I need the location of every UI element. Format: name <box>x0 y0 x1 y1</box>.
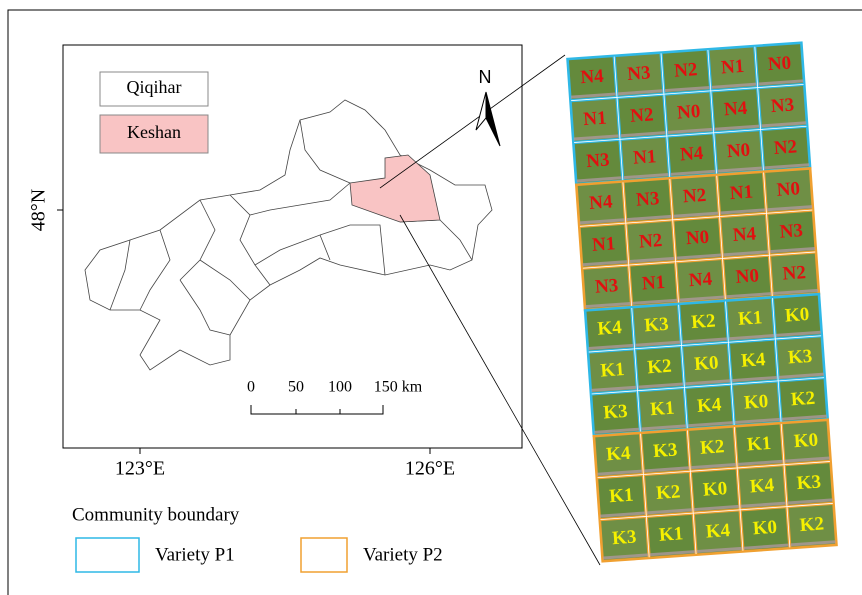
plot-label: N4 <box>723 98 748 121</box>
plot-image: N4 N3 N2 N1 N0 N1 N2 N0 N4 N3 N3 N1 N4 N0 N2 N4 N3 N2 N1 N0… <box>567 42 837 561</box>
plot-label: N2 <box>638 230 663 253</box>
plot-label: K1 <box>608 485 634 508</box>
plot-label: N3 <box>635 188 660 211</box>
plot-label: K2 <box>691 310 717 333</box>
plot-label: N1 <box>641 272 666 295</box>
plot-label: N1 <box>729 182 754 205</box>
plot-label: K4 <box>597 317 623 340</box>
plot-label: N4 <box>688 269 713 292</box>
plot-label: K3 <box>603 401 629 424</box>
plot-label: K4 <box>696 394 722 417</box>
legend-label: Variety P1 <box>155 544 235 565</box>
plot-label: K3 <box>796 472 822 495</box>
north-label: N <box>479 67 492 87</box>
figure: Qiqihar Keshan N 0 50 100 150 km 48°N 12… <box>0 0 862 595</box>
plot-label: K3 <box>611 527 637 550</box>
plot-label: K1 <box>658 523 684 546</box>
plot-label: N1 <box>632 146 657 169</box>
plot-label: K0 <box>752 517 778 540</box>
plot-label: K1 <box>737 307 763 330</box>
plot-label: N3 <box>779 220 804 243</box>
plot-label: N2 <box>773 136 798 159</box>
plot-label: N0 <box>676 101 701 124</box>
boundary-title: Community boundary <box>72 504 240 525</box>
plot-label: K2 <box>655 481 681 504</box>
plot-label: K0 <box>743 391 769 414</box>
plot-label: N2 <box>673 59 698 82</box>
plot-label: K0 <box>793 430 819 453</box>
plot-label: K2 <box>799 513 825 536</box>
scale-label: 0 <box>247 379 255 396</box>
plot-label: N4 <box>580 66 605 89</box>
plot-label: N0 <box>726 140 751 163</box>
plot-label: K1 <box>746 433 772 456</box>
plot-label: N2 <box>682 185 707 208</box>
plot-label: K0 <box>784 304 810 327</box>
lat-label: 48°N <box>28 189 50 231</box>
legend-swatch <box>76 538 139 572</box>
plot-label: K4 <box>705 520 731 543</box>
lon-label: 126°E <box>405 458 455 480</box>
plot-label: N3 <box>586 149 611 172</box>
plot-label: K2 <box>647 356 673 379</box>
plot-label: N0 <box>776 178 801 201</box>
plot-label: K4 <box>740 349 766 372</box>
plot-label: N0 <box>685 227 710 250</box>
lon-label: 123°E <box>115 458 165 480</box>
legend-label: Keshan <box>127 122 181 142</box>
plot-label: N1 <box>583 108 608 131</box>
plot-label: N3 <box>770 94 795 117</box>
plot-label: N2 <box>782 262 807 285</box>
plot-label: K2 <box>790 388 816 411</box>
plot-label: K3 <box>644 314 670 337</box>
plot-label: N4 <box>679 143 704 166</box>
plot-label: N1 <box>720 56 745 79</box>
plot-label: N3 <box>594 275 619 298</box>
scale-label: 150 km <box>374 379 423 396</box>
plot-label: N0 <box>767 53 792 76</box>
scale-label: 100 <box>328 379 352 396</box>
legend-label: Qiqihar <box>127 77 182 97</box>
plot-label: K4 <box>606 443 632 466</box>
plot-label: K1 <box>600 359 626 382</box>
plot-label: K0 <box>702 478 728 501</box>
plot-label: K1 <box>650 398 676 421</box>
plot-label: K3 <box>652 439 678 462</box>
legend-swatch <box>301 538 347 572</box>
plot-label: N2 <box>630 104 655 127</box>
scale-label: 50 <box>288 379 304 396</box>
plot-label: N4 <box>732 223 757 246</box>
plot-label: K3 <box>787 346 813 369</box>
legend-label: Variety P2 <box>363 544 443 565</box>
plot-label: N0 <box>735 265 760 288</box>
plot-label: K2 <box>699 436 725 459</box>
plot-label: K4 <box>749 475 775 498</box>
plot-label: N3 <box>627 62 652 85</box>
plot-label: N4 <box>589 191 614 214</box>
plot-label: K0 <box>693 352 719 375</box>
plot-label: N1 <box>591 233 616 256</box>
